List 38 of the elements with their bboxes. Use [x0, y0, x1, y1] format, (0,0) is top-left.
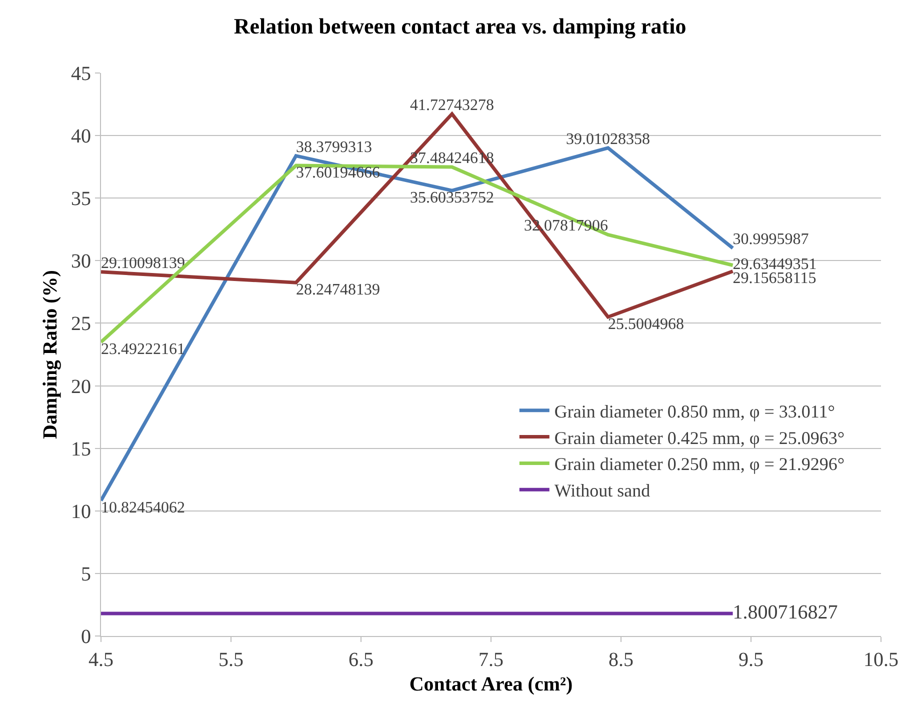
x-tick-label: 8.5 [608, 649, 634, 671]
legend-label: Without sand [554, 480, 650, 501]
y-tick-label: 5 [81, 563, 91, 586]
legend-label: Grain diameter 0.425 mm, φ = 25.0963° [554, 428, 845, 448]
y-tick-label: 0 [81, 626, 91, 648]
data-label: 39.01028358 [566, 130, 650, 148]
y-tick-label: 35 [71, 188, 91, 210]
data-label: 35.60353752 [410, 190, 494, 207]
x-tick-label: 9.5 [738, 649, 764, 671]
line-series [101, 164, 735, 344]
legend-label: Grain diameter 0.250 mm, φ = 21.9296° [554, 454, 845, 474]
y-tick-label: 40 [71, 126, 91, 148]
line-series [101, 112, 735, 319]
data-label: 25.5004968 [608, 316, 684, 333]
data-label: 38.3799313 [296, 138, 372, 156]
y-tick-label: 30 [71, 250, 91, 273]
x-tick-label: 5.5 [218, 649, 244, 671]
y-tick-label: 25 [71, 313, 91, 336]
x-tick-label: 7.5 [478, 649, 504, 671]
x-tick-label: 4.5 [88, 649, 114, 671]
y-axis-title: Damping Ratio (%) [40, 270, 62, 439]
x-tick-label: 6.5 [348, 649, 374, 671]
y-tick-label: 10 [71, 500, 91, 523]
y-tick-label: 15 [71, 438, 91, 460]
x-axis-title: Contact Area (cm²) [409, 674, 573, 696]
data-label: 1.800716827 [732, 601, 838, 624]
y-tick-label: 45 [71, 63, 91, 85]
data-label: 29.10098139 [101, 254, 185, 272]
data-label: 37.60194666 [296, 164, 380, 182]
chart-title: Relation between contact area vs. damping ratio [234, 13, 686, 38]
data-label: 41.72743278 [410, 96, 494, 114]
x-tick-label: 10.5 [864, 649, 898, 671]
legend-label: Grain diameter 0.850 mm, φ = 33.011° [554, 401, 835, 422]
data-label: 23.49222161 [101, 341, 185, 358]
data-label: 10.82454062 [101, 500, 185, 517]
y-tick-label: 20 [71, 376, 91, 398]
data-label: 28.24748139 [296, 282, 380, 299]
data-label: 30.9995987 [732, 231, 809, 248]
